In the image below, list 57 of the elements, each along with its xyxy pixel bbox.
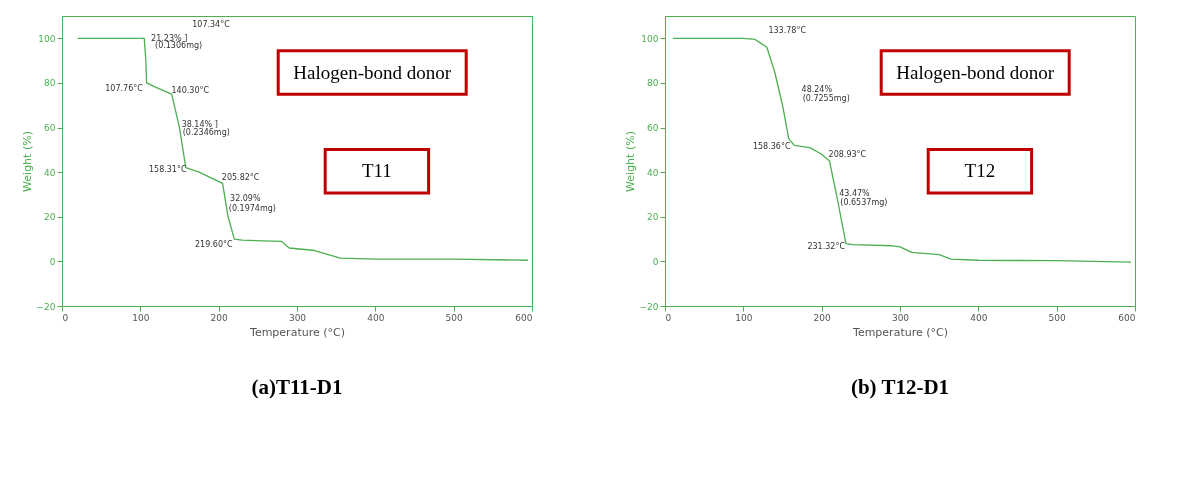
y-tick-label: 20 <box>44 212 56 223</box>
annotation: Halogen-bond donor <box>293 61 452 83</box>
annotation: 208.93°C <box>828 150 867 160</box>
text: (b) T12-D1 <box>850 375 950 399</box>
x-tick-label: 400 <box>367 312 385 323</box>
x-tick-label: 200 <box>813 312 832 323</box>
y-tick-label: 0 <box>49 256 56 267</box>
annotation: 205.82°C <box>221 173 260 183</box>
annotation: 38.14% ] <box>181 119 218 129</box>
y-tick-label: 0 <box>652 256 659 267</box>
x-tick-label: 0 <box>62 312 69 323</box>
y-tick-label: 100 <box>641 33 659 44</box>
x-tick-label: 600 <box>1118 312 1136 323</box>
annotation: T11 <box>361 160 392 182</box>
y-tick-label: 60 <box>647 123 659 134</box>
y-axis-title: Weight (%) <box>623 131 637 192</box>
y-tick-label: 40 <box>647 167 659 178</box>
annotation: 219.60°C <box>195 240 234 250</box>
annotation: (0.7255mg) <box>802 93 850 103</box>
y-tick-label: −20 <box>36 301 56 312</box>
annotation: 48.24% <box>801 84 833 94</box>
x-tick-label: 400 <box>970 312 988 323</box>
x-tick-label: 200 <box>210 312 229 323</box>
annotation: 133.78°C <box>768 25 807 35</box>
x-axis-title: Temperature (°C) <box>249 325 345 339</box>
y-tick-label: 100 <box>38 33 56 44</box>
line-series <box>672 37 1132 263</box>
x-tick-label: 300 <box>891 312 910 323</box>
x-tick-label: 600 <box>515 312 533 323</box>
x-tick-label: 100 <box>132 312 150 323</box>
y-tick-label: 80 <box>647 78 659 89</box>
y-tick-label: 40 <box>44 167 56 178</box>
annotation: 107.34°C <box>192 19 231 29</box>
annotation: 158.31°C <box>148 164 187 174</box>
y-tick-label: 60 <box>44 123 56 134</box>
y-axis-title: Weight (%) <box>20 131 34 192</box>
annotation: (0.2346mg) <box>182 128 230 138</box>
y-tick-label: 80 <box>44 78 56 89</box>
y-tick-label: 20 <box>647 212 659 223</box>
annotation: (0.1974mg) <box>228 203 276 213</box>
annotation: Halogen-bond donor <box>896 61 1055 83</box>
annotation: 107.76°C <box>105 83 144 93</box>
text: (a)T11-D1 <box>251 375 343 399</box>
x-tick-label: 100 <box>735 312 753 323</box>
annotation: 43.47% <box>839 189 871 199</box>
annotation: T12 <box>964 160 996 182</box>
x-tick-label: 300 <box>288 312 307 323</box>
x-tick-label: 500 <box>1048 312 1067 323</box>
x-axis-title: Temperature (°C) <box>852 325 948 339</box>
annotation: 32.09% <box>230 193 261 203</box>
annotation: 158.36°C <box>752 141 791 151</box>
annotation: (0.6537mg) <box>840 198 888 208</box>
x-tick-label: 0 <box>665 312 672 323</box>
x-tick-label: 500 <box>445 312 464 323</box>
annotation: 231.32°C <box>807 242 846 252</box>
y-tick-label: −20 <box>639 301 659 312</box>
annotation: 140.30°C <box>171 86 210 96</box>
